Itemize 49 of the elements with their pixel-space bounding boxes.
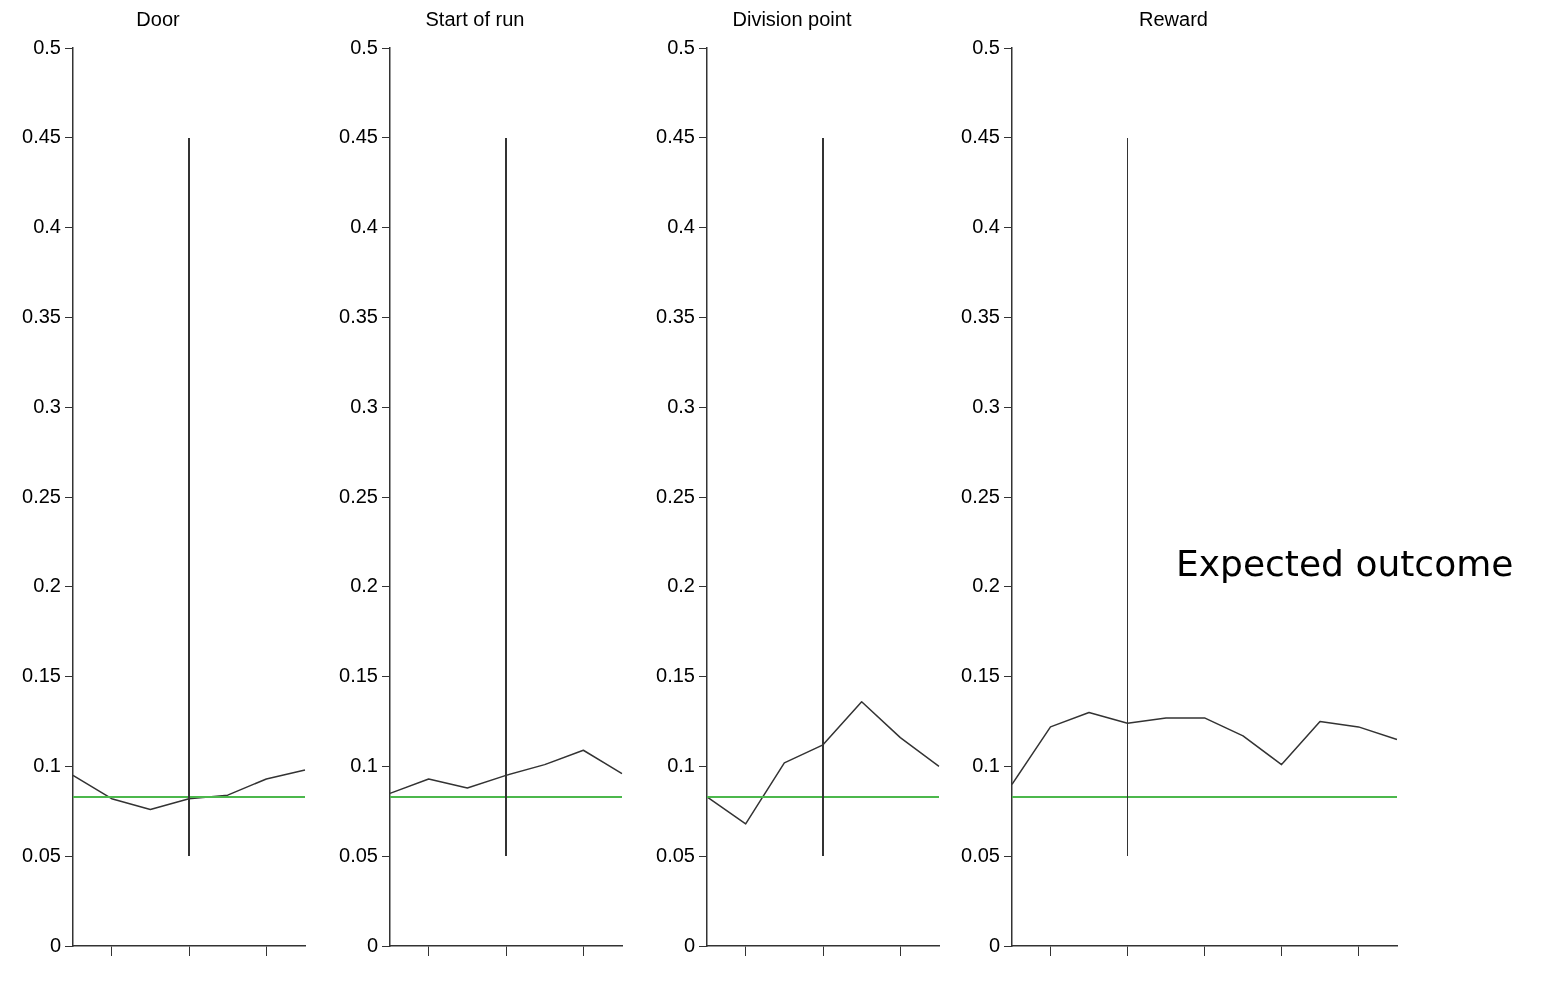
y-tick-label: 0.15 <box>961 664 1000 687</box>
y-tick-label: 0.35 <box>22 304 61 327</box>
y-tick-label: 0.4 <box>33 215 61 238</box>
y-tick-label: 0.2 <box>972 574 1000 597</box>
y-tick-label: 0.5 <box>33 35 61 58</box>
y-tick-label: 0.2 <box>667 574 695 597</box>
y-tick-label: 0.45 <box>339 125 378 148</box>
y-tick-label: 0.45 <box>22 125 61 148</box>
y-tick-label: 0.4 <box>972 215 1000 238</box>
y-tick-label: 0.45 <box>961 125 1000 148</box>
y-tick-label: 0.5 <box>350 35 378 58</box>
y-tick-label: 0.05 <box>656 843 695 866</box>
chart-title: Start of run <box>425 7 525 30</box>
y-tick-label: 0.1 <box>667 753 695 776</box>
y-tick-label: 0.25 <box>961 484 1000 507</box>
y-tick-label: 0 <box>49 933 61 956</box>
y-tick-label: 0.15 <box>656 664 695 687</box>
annotation: Expected outcome <box>1176 543 1514 584</box>
chart-title: Division point <box>732 7 852 30</box>
y-tick-label: 0.4 <box>667 215 695 238</box>
y-tick-label: 0.05 <box>961 843 1000 866</box>
y-tick-label: 0.3 <box>33 394 61 417</box>
y-tick-label: 0.1 <box>972 753 1000 776</box>
y-tick-label: 0.4 <box>350 215 378 238</box>
y-tick-label: 0.25 <box>656 484 695 507</box>
y-tick-label: 0.45 <box>656 125 695 148</box>
y-tick-label: 0.5 <box>667 35 695 58</box>
y-tick-label: 0.2 <box>33 574 61 597</box>
y-tick-label: 0.25 <box>22 484 61 507</box>
y-tick-label: 0.25 <box>339 484 378 507</box>
y-tick-label: 0.05 <box>339 843 378 866</box>
y-tick-label: 0.1 <box>33 753 61 776</box>
chart-title: Door <box>136 7 181 30</box>
y-tick-label: 0.3 <box>972 394 1000 417</box>
y-tick-label: 0.15 <box>339 664 378 687</box>
y-tick-label: 0.35 <box>339 304 378 327</box>
y-tick-label: 0.3 <box>667 394 695 417</box>
y-tick-label: 0 <box>366 933 378 956</box>
y-tick-label: 0.15 <box>22 664 61 687</box>
y-tick-label: 0.2 <box>350 574 378 597</box>
chart-title: Reward <box>1139 7 1208 30</box>
y-tick-label: 0.5 <box>972 35 1000 58</box>
y-tick-label: 0.05 <box>22 843 61 866</box>
y-tick-label: 0.35 <box>961 304 1000 327</box>
y-tick-label: 0 <box>988 933 1000 956</box>
y-tick-label: 0.3 <box>350 394 378 417</box>
y-tick-label: 0.35 <box>656 304 695 327</box>
y-tick-label: 0 <box>683 933 695 956</box>
y-tick-label: 0.1 <box>350 753 378 776</box>
